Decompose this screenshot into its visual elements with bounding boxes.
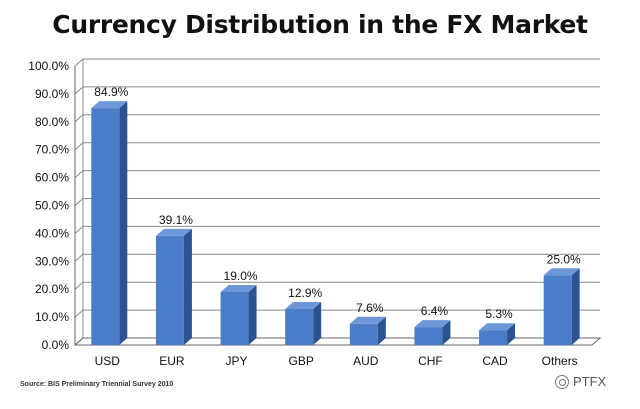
y-tick-label: 30.0% xyxy=(35,254,69,268)
y-tick-label: 0.0% xyxy=(42,338,70,352)
x-tick-label: USD xyxy=(95,354,121,368)
bar-top xyxy=(285,302,322,310)
bar-top xyxy=(543,268,580,276)
y-tick-label: 80.0% xyxy=(35,115,69,129)
bar-top xyxy=(479,323,516,331)
gridline-depth xyxy=(74,226,84,234)
bar-side xyxy=(507,323,516,345)
data-label: 12.9% xyxy=(288,286,322,300)
x-tick-label: CHF xyxy=(418,354,443,368)
x-tick-label: CAD xyxy=(482,354,508,368)
gridline-depth xyxy=(74,170,84,178)
y-tick-label: 90.0% xyxy=(35,87,69,101)
bar-eur xyxy=(155,228,192,345)
value-labels: 84.9% 39.1% 19.0% 12.9% 7.6% 6.4% 5.3% 25.0% xyxy=(94,85,581,321)
bar-top xyxy=(349,316,386,324)
data-label: 25.0% xyxy=(547,252,581,266)
gridline-depth xyxy=(74,142,84,151)
bar-gbp xyxy=(285,302,322,345)
gridline-depth xyxy=(74,253,84,262)
bar-side xyxy=(248,284,257,345)
bar-side xyxy=(571,268,580,345)
data-label: 84.9% xyxy=(94,85,128,99)
y-tick-label: 20.0% xyxy=(35,282,69,296)
data-label: 19.0% xyxy=(224,269,258,283)
bar-front xyxy=(479,330,508,345)
x-tick-label: JPY xyxy=(226,354,248,368)
y-tick-label: 50.0% xyxy=(35,199,69,213)
y-tick-label: 100.0% xyxy=(28,59,69,73)
gridline-depth xyxy=(74,309,84,318)
y-tick-label: 60.0% xyxy=(35,171,69,185)
data-label: 7.6% xyxy=(356,301,384,315)
bar-side xyxy=(183,228,192,345)
bar-front xyxy=(414,327,443,345)
bar-chf xyxy=(414,320,451,345)
gridline-depth xyxy=(74,58,84,67)
bar-top xyxy=(220,284,257,292)
y-axis-ticks: 0.0% 10.0% 20.0% 30.0% 40.0% 50.0% 60.0% 70.0% 8… xyxy=(28,59,69,352)
bar-front xyxy=(285,309,314,345)
data-label: 6.4% xyxy=(421,304,449,318)
y-tick-label: 40.0% xyxy=(35,226,69,240)
bar-jpy xyxy=(220,284,257,345)
bar-cad xyxy=(479,323,516,345)
bar-others xyxy=(543,268,580,345)
data-label: 39.1% xyxy=(159,213,193,227)
x-tick-label: AUD xyxy=(353,354,379,368)
x-tick-label: GBP xyxy=(289,354,314,368)
gridline-depth xyxy=(74,114,84,123)
bar-side xyxy=(313,302,322,345)
bar-usd xyxy=(91,101,128,345)
watermark-text: PTFX xyxy=(573,374,607,389)
y-tick-label: 10.0% xyxy=(35,310,69,324)
bar-front xyxy=(220,291,249,345)
y-tick-label: 70.0% xyxy=(35,143,69,157)
bar-side xyxy=(442,320,451,345)
bar-side xyxy=(119,101,128,345)
bar-aud xyxy=(349,316,386,345)
bars xyxy=(91,101,580,345)
data-label: 5.3% xyxy=(485,307,513,321)
bar-top xyxy=(414,320,451,328)
x-tick-label: Others xyxy=(542,354,578,368)
bar-top xyxy=(91,101,128,109)
gridline-depth xyxy=(74,86,84,95)
bar-front xyxy=(155,235,184,345)
wechat-icon xyxy=(555,374,569,389)
gridline-depth xyxy=(74,198,84,206)
category-labels: USD EUR JPY GBP AUD CHF CAD Others xyxy=(95,354,578,368)
bar-side xyxy=(377,316,386,345)
bar-front xyxy=(349,323,378,345)
bar-front xyxy=(543,275,572,345)
grid-layer xyxy=(73,58,602,346)
bar-top xyxy=(155,228,192,236)
gridline-depth xyxy=(74,281,84,290)
x-tick-label: EUR xyxy=(159,354,185,368)
chart-title: Currency Distribution in the FX Market xyxy=(52,10,588,39)
source-note: Source: BIS Preliminary Triennial Survey… xyxy=(20,381,174,388)
bar-front xyxy=(91,108,120,345)
watermark: PTFX xyxy=(555,374,606,389)
chart-floor xyxy=(73,337,602,346)
